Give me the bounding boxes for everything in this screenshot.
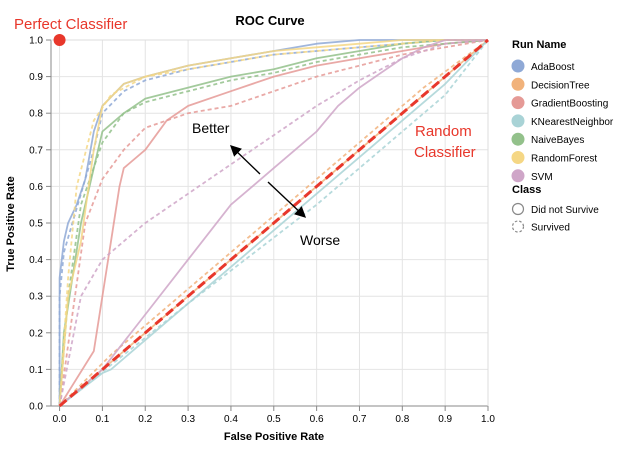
random-classifier-label-line1: Random <box>415 123 472 140</box>
naivebayes-survived-line <box>58 39 489 407</box>
legend-class-swatch <box>511 202 525 216</box>
knearestneighbor-survived-line <box>59 39 489 407</box>
better-label: Better <box>192 120 230 136</box>
y-tick-label: 0.5 <box>29 219 43 230</box>
legend-label-decisiontree: DecisionTree <box>531 80 590 91</box>
x-tick-label: 0.0 <box>53 414 67 425</box>
x-tick-label: 0.5 <box>267 414 281 425</box>
legend-label-randomforest: RandomForest <box>531 154 597 165</box>
worse-arrow <box>267 181 307 218</box>
series-layer <box>58 38 489 408</box>
random-classifier-reference-line <box>58 38 489 408</box>
random-classifier-label-line2: Classifier <box>414 144 476 161</box>
legend-swatch-adaboost <box>511 59 525 73</box>
legend-swatch-gradientboosting <box>511 96 525 110</box>
y-tick-label: 0.2 <box>29 328 43 339</box>
y-tick-label: 0.8 <box>29 109 43 120</box>
y-tick-label: 1.0 <box>29 36 43 47</box>
perfect-classifier-point <box>53 34 66 46</box>
legend-class-label: Did not Survive <box>531 205 599 216</box>
legend-class-swatch <box>511 220 525 233</box>
legend: Run Name AdaBoost DecisionTree GradientBoo… <box>511 39 614 234</box>
legend-label-naivebayes: NaiveBayes <box>531 135 584 146</box>
legend-runs: AdaBoost DecisionTree GradientBoosting KNea… <box>511 59 614 183</box>
x-tick-label: 0.6 <box>310 414 324 425</box>
legend-swatch-knearestneighbor <box>511 114 525 128</box>
x-tick-label: 0.7 <box>353 414 367 425</box>
y-tick-label: 0.6 <box>29 182 43 193</box>
legend-label-adaboost: AdaBoost <box>531 62 575 73</box>
y-tick-label: 0.4 <box>29 255 43 266</box>
y-tick-label: 0.1 <box>29 365 43 376</box>
chart-title: ROC Curve <box>235 13 304 28</box>
legend-label-svm: SVM <box>531 172 553 183</box>
naivebayes-did-not-survive-line <box>58 39 488 407</box>
legend-swatch-randomforest <box>511 151 525 164</box>
randomforest-did-not-survive-line <box>58 39 488 407</box>
x-tick-label: 0.9 <box>438 414 452 425</box>
y-tick-label: 0.0 <box>29 402 43 413</box>
x-tick-label: 0.1 <box>95 414 109 425</box>
x-tick-label: 1.0 <box>481 414 495 425</box>
svm-did-not-survive-line <box>59 39 488 407</box>
x-tick-label: 0.2 <box>138 414 152 425</box>
worse-label: Worse <box>300 232 340 248</box>
annotation-layer: Perfect Classifier Random Classifier Bet… <box>14 16 476 248</box>
better-arrow <box>229 145 261 175</box>
x-tick-label: 0.8 <box>395 414 409 425</box>
perfect-classifier-label: Perfect Classifier <box>14 16 127 33</box>
legend-swatch-naivebayes <box>511 132 525 146</box>
legend-label-knearestneighbor: KNearestNeighbor <box>531 117 614 128</box>
svm-survived-line <box>58 39 489 407</box>
legend-swatch-svm <box>511 169 525 183</box>
gradientboosting-survived-line <box>58 39 489 407</box>
y-tick-label: 0.7 <box>29 145 43 156</box>
y-ticks: 0.0 0.1 0.2 0.3 0.4 0.5 0.6 0.7 0.8 0.9 1.0 <box>29 36 51 413</box>
y-tick-label: 0.9 <box>29 72 43 83</box>
x-tick-label: 0.3 <box>181 414 195 425</box>
legend-class-label: Survived <box>531 223 570 234</box>
legend-class-title: Class <box>512 184 541 196</box>
y-axis-title: True Positive Rate <box>5 176 17 271</box>
x-ticks: 0.0 0.1 0.2 0.3 0.4 0.5 0.6 0.7 0.8 0.9 1.0 <box>53 406 495 425</box>
x-axis-title: False Positive Rate <box>224 431 324 443</box>
legend-swatch-decisiontree <box>511 77 525 91</box>
legend-classes: Did not Survive Survived <box>511 202 599 234</box>
legend-label-gradientboosting: GradientBoosting <box>531 99 608 110</box>
legend-run-title: Run Name <box>512 39 566 51</box>
y-tick-label: 0.3 <box>29 292 43 303</box>
gradientboosting-did-not-survive-line <box>58 39 489 407</box>
x-tick-label: 0.4 <box>224 414 238 425</box>
randomforest-survived-line <box>58 39 488 407</box>
